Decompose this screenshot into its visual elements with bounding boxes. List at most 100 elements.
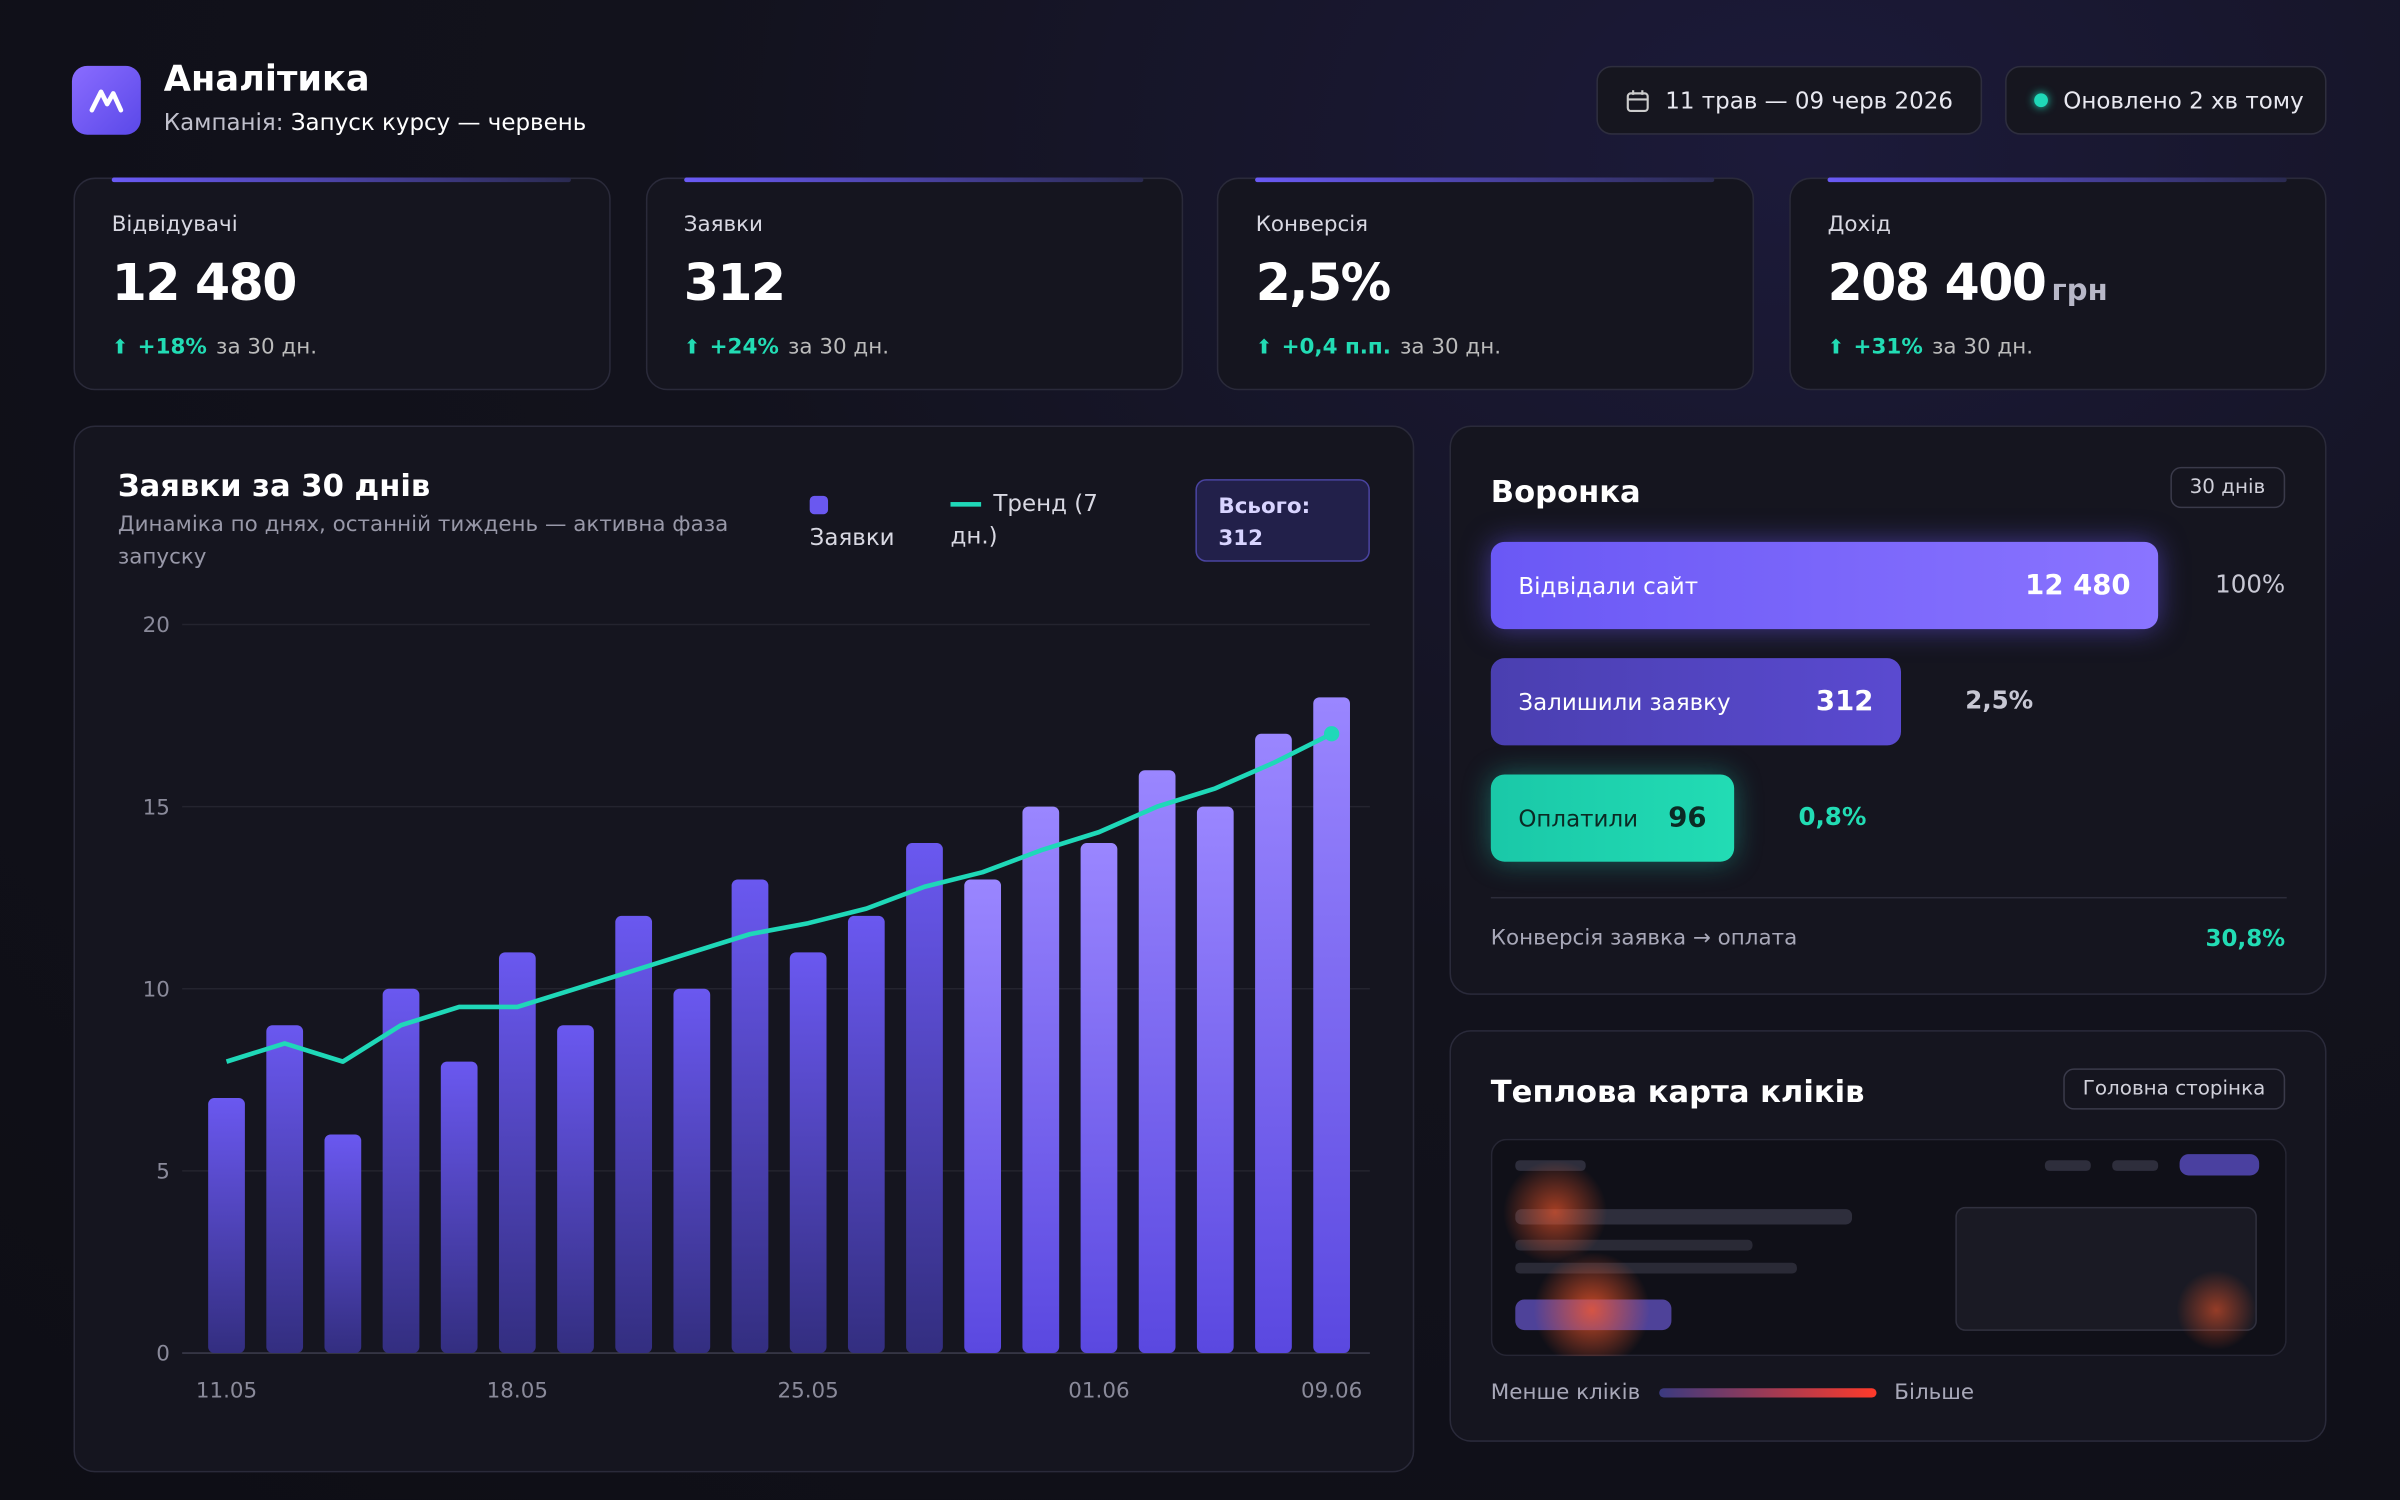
bar xyxy=(789,952,827,1354)
kpi-value: 2,5% xyxy=(1255,252,1391,313)
y-tick-label: 10 xyxy=(143,977,170,1002)
kpi-label: Відвідувачі xyxy=(111,212,238,238)
x-tick-label: 09.06 xyxy=(1301,1378,1362,1403)
legend-swatch xyxy=(809,495,829,515)
app-title: Аналітика xyxy=(163,59,370,100)
legend-high: Більше xyxy=(1894,1380,1975,1406)
kpi-accent xyxy=(683,177,1143,183)
heatmap-badge[interactable]: Головна сторінка xyxy=(2062,1068,2286,1110)
up-arrow: ⬆ xyxy=(1255,336,1273,360)
legend-low: Менше кліків xyxy=(1490,1380,1641,1406)
kpi-delta: ⬆ +0,4 п.п. за 30 дн. xyxy=(1256,335,1501,359)
funnel-percent: 0,8% xyxy=(1798,802,1867,832)
legend-item: Тренд (7 дн.) xyxy=(950,488,1119,552)
x-tick-label: 11.05 xyxy=(196,1378,257,1403)
kpi-accent xyxy=(1827,177,2287,183)
date-range-text: 11 трав — 09 черв 2026 xyxy=(1665,86,1953,115)
funnel-label: Оплатили xyxy=(1518,804,1639,832)
bar xyxy=(557,1025,594,1354)
legend-label: Тренд (7 дн.) xyxy=(950,489,1098,550)
heat-spot xyxy=(1533,1252,1650,1357)
mock-line xyxy=(2112,1160,2159,1171)
date-range[interactable]: 11 трав — 09 черв 2026 xyxy=(1596,65,1983,135)
bar xyxy=(266,1025,304,1354)
heat-spot xyxy=(1503,1160,1608,1265)
mock-line xyxy=(2044,1160,2091,1171)
kpi-label: Конверсія xyxy=(1255,212,1369,238)
y-tick-label: 0 xyxy=(156,1342,170,1367)
bar xyxy=(208,1098,245,1354)
y-tick-label: 20 xyxy=(143,613,170,638)
kpi-period: за 30 дн. xyxy=(788,335,890,360)
y-tick-label: 5 xyxy=(156,1160,170,1185)
bar xyxy=(440,1061,478,1354)
funnel-footer-label: Конверсія заявка → оплата xyxy=(1490,926,1798,951)
kpi-period: за 30 дн. xyxy=(1931,335,2034,360)
legend-item: Заявки xyxy=(809,491,895,554)
kpi-delta: ⬆ +18% за 30 дн. xyxy=(112,335,317,359)
heatmap-legend: Менше кліків Більше xyxy=(1491,1381,1974,1405)
campaign-name: Запуск курсу — червень xyxy=(290,108,587,137)
funnel-bar: Залишили заявку 312 xyxy=(1490,658,1902,746)
bar xyxy=(1255,733,1292,1354)
funnel-badge[interactable]: 30 днів xyxy=(2169,466,2286,509)
funnel-bar: Оплатили 96 xyxy=(1490,774,1735,862)
kpi-number: 208 400 xyxy=(1827,252,2047,313)
bar xyxy=(964,879,1002,1354)
kpi-delta-value: +0,4 п.п. xyxy=(1281,335,1391,360)
bar xyxy=(1080,843,1118,1354)
kpi-number: 312 xyxy=(683,252,786,313)
chart-subtitle: Динаміка по днях, останній тиждень — акт… xyxy=(117,512,729,570)
kpi-delta-value: +31% xyxy=(1853,335,1923,360)
kpi-accent xyxy=(111,177,571,183)
divider xyxy=(1490,896,2287,899)
up-arrow: ⬆ xyxy=(683,336,701,360)
legend-swatch xyxy=(950,502,982,507)
up-arrow: ⬆ xyxy=(111,336,129,360)
heatmap xyxy=(1490,1138,2287,1357)
kpi-delta-value: +18% xyxy=(137,335,207,360)
kpi-number: 12 480 xyxy=(111,252,298,313)
bar xyxy=(731,879,769,1354)
funnel-label: Відвідали сайт xyxy=(1518,571,1699,600)
funnel-percent: 2,5% xyxy=(1965,685,2034,715)
kpi-unit: грн xyxy=(2051,273,2108,308)
kpi-card: Заявки 312 ⬆ +24% за 30 дн. xyxy=(645,177,1183,391)
heatmap-title: Теплова карта кліків xyxy=(1490,1072,1865,1110)
status-dot xyxy=(2034,93,2048,108)
bar xyxy=(1138,770,1176,1354)
bar xyxy=(1313,697,1350,1354)
kpi-card: Відвідувачі 12 480 ⬆ +18% за 30 дн. xyxy=(73,177,611,391)
funnel-value: 96 xyxy=(1668,802,1707,835)
logo xyxy=(71,65,141,135)
funnel-value: 312 xyxy=(1815,685,1874,718)
kpi-delta-value: +24% xyxy=(709,335,779,360)
kpi-label: Дохід xyxy=(1827,212,1891,238)
y-tick-label: 15 xyxy=(143,795,170,820)
kpi-value: 312 xyxy=(683,252,786,313)
bar xyxy=(847,915,885,1354)
trend-line xyxy=(225,731,1333,1064)
kpi-number: 2,5% xyxy=(1255,252,1391,313)
chart-card: Заявки за 30 днів Динаміка по днях, оста… xyxy=(73,425,1415,1473)
heat-spot xyxy=(2176,1270,2257,1350)
trend-end xyxy=(1323,726,1340,742)
chart-title: Заявки за 30 днів xyxy=(117,466,431,504)
x-tick-label: 25.05 xyxy=(778,1378,839,1403)
funnel-footer-value: 30,8% xyxy=(2205,924,2286,953)
kpi-delta: ⬆ +24% за 30 дн. xyxy=(684,335,889,359)
funnel-value: 12 480 xyxy=(2025,569,2131,602)
bar xyxy=(498,952,536,1354)
kpi-period: за 30 дн. xyxy=(1400,335,1502,360)
x-tick-label: 18.05 xyxy=(487,1378,548,1403)
campaign-label: Кампанія: xyxy=(163,108,284,137)
funnel-title: Воронка xyxy=(1490,472,1641,510)
kpi-card: Дохід 208 400 грн ⬆ +31% за 30 дн. xyxy=(1789,177,2327,391)
bar xyxy=(382,988,420,1354)
kpi-value: 208 400 грн xyxy=(1828,253,2108,313)
up-arrow: ⬆ xyxy=(1827,336,1845,360)
kpi-accent xyxy=(1255,177,1715,183)
x-tick-label: 01.06 xyxy=(1068,1378,1129,1403)
